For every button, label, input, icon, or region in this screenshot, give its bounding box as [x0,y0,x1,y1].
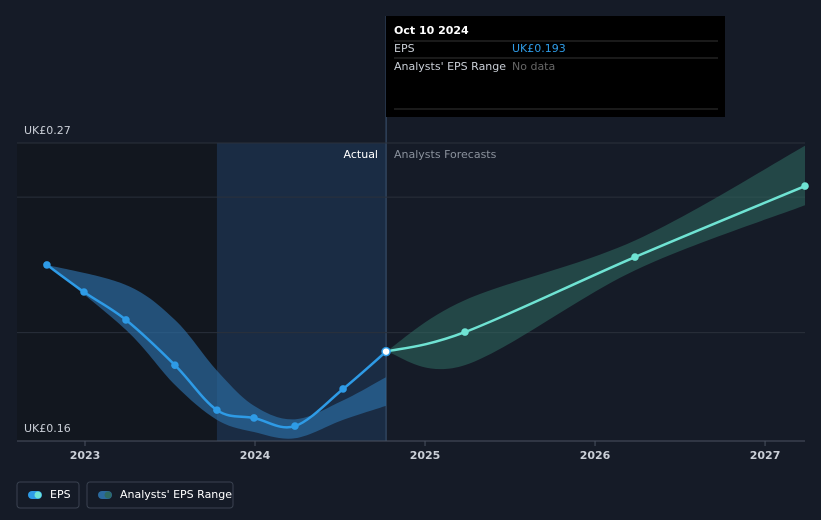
eps-line [385,184,806,353]
eps-point [801,182,809,190]
tooltip [386,16,725,117]
x-tick-label: 2027 [750,449,781,462]
tooltip-label: EPS [394,42,415,55]
legend-swatch [34,491,42,499]
eps-point [381,346,391,357]
legend-swatch [104,491,112,499]
highlight-region [216,143,387,441]
eps-point [80,288,88,296]
eps-point [291,422,299,430]
eps-point [339,385,347,393]
legend-item[interactable] [16,481,80,509]
x-tick-label: 2023 [70,449,101,462]
tooltip-value: UK£0.193 [512,42,566,55]
eps-point [461,328,469,336]
eps-point [43,261,51,269]
range-band [386,145,805,370]
forecast-label: Analysts Forecasts [394,148,497,161]
legend-label[interactable]: EPS [50,488,71,501]
x-tick-label: 2024 [240,449,271,462]
eps-point [631,253,639,261]
x-tick-label: 2025 [410,449,441,462]
tooltip-value: No data [512,60,555,73]
actual-label: Actual [344,148,378,161]
legend-item[interactable] [86,481,234,509]
eps-point [250,414,258,422]
y-tick-label: UK£0.16 [24,422,71,435]
tooltip-label: Analysts' EPS Range [394,60,506,73]
eps-point [171,361,179,369]
x-tick-label: 2026 [580,449,611,462]
legend-label[interactable]: Analysts' EPS Range [120,488,232,501]
tooltip-date: Oct 10 2024 [394,24,469,37]
eps-point [122,316,130,324]
y-tick-label: UK£0.27 [24,124,71,137]
eps-point [213,406,221,414]
range-band [46,264,387,439]
plot: UK£0.16 UK£0.27 2023 2024 2025 2026 2027 [17,16,809,462]
